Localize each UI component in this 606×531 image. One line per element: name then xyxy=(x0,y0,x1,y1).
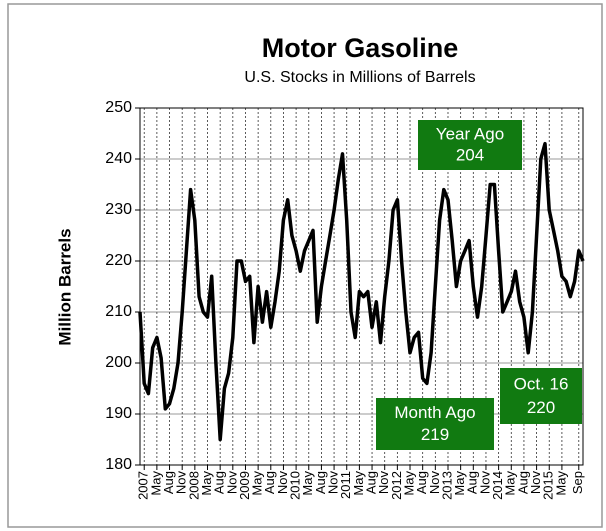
y-tick-label: 190 xyxy=(105,405,132,422)
x-tick-label: 2010 xyxy=(288,471,303,500)
y-tick-label: 210 xyxy=(105,303,132,320)
annotation-value: 219 xyxy=(421,425,449,444)
annotation-box xyxy=(500,368,582,424)
y-tick-label: 240 xyxy=(105,150,132,167)
chart-subtitle: U.S. Stocks in Millions of Barrels xyxy=(244,69,475,86)
x-tick-label: Aug xyxy=(161,471,176,494)
x-tick-label: 2015 xyxy=(541,471,556,500)
x-tick-label: May xyxy=(300,471,315,496)
x-tick-label: May xyxy=(503,471,518,496)
x-tick-label: Nov xyxy=(174,471,189,495)
x-tick-label: Nov xyxy=(224,471,239,495)
x-tick-label: May xyxy=(250,471,265,496)
x-tick-label: Aug xyxy=(414,471,429,494)
x-tick-label: Sep xyxy=(570,471,585,494)
chart-title: Motor Gasoline xyxy=(262,33,459,63)
y-tick-label: 220 xyxy=(105,252,132,269)
line-series xyxy=(138,141,585,442)
x-tick-label: 2007 xyxy=(136,471,151,500)
x-tick-label: 2012 xyxy=(389,471,404,500)
frame xyxy=(7,3,603,528)
y-tick-label: 200 xyxy=(105,354,132,371)
y-tick-label: 180 xyxy=(105,456,132,473)
x-tick-label: Nov xyxy=(528,471,543,495)
x-tick-label: Nov xyxy=(477,471,492,495)
y-tick-label: 230 xyxy=(105,201,132,218)
x-tick-label: 2014 xyxy=(490,471,505,500)
x-tick-label: 2008 xyxy=(186,471,201,500)
x-tick-label: Nov xyxy=(326,471,341,495)
x-tick-label: May xyxy=(199,471,214,496)
x-tick-label: May xyxy=(452,471,467,496)
y-axis-label: Million Barrels xyxy=(55,228,74,345)
x-tick-label: Aug xyxy=(262,471,277,494)
x-tick-label: Aug xyxy=(363,471,378,494)
x-tick-label: Aug xyxy=(465,471,480,494)
x-tick-label: 2013 xyxy=(439,471,454,500)
x-tick-label: Nov xyxy=(376,471,391,495)
x-tick-label: May xyxy=(351,471,366,496)
x-tick-label: 2011 xyxy=(338,471,353,499)
x-tick-label: Aug xyxy=(212,471,227,494)
x-tick-label: Nov xyxy=(275,471,290,495)
y-tick-label: 250 xyxy=(105,99,132,116)
annotation-label: Year Ago xyxy=(436,124,504,143)
annotation-value: 220 xyxy=(527,398,555,417)
annotation-label: Month Ago xyxy=(394,403,475,422)
plot-border xyxy=(139,107,584,466)
x-tick-label: Aug xyxy=(313,471,328,494)
annotation-box xyxy=(376,398,494,450)
x-tick-label: 2009 xyxy=(237,471,252,500)
annotation-label: Oct. 16 xyxy=(514,374,569,393)
annotation-box xyxy=(418,120,522,170)
annotation-value: 204 xyxy=(456,145,484,164)
x-tick-label: May xyxy=(148,471,163,496)
x-tick-label: May xyxy=(401,471,416,496)
x-tick-label: May xyxy=(553,471,568,496)
x-tick-label: Nov xyxy=(427,471,442,495)
x-tick-label: Aug xyxy=(515,471,530,494)
